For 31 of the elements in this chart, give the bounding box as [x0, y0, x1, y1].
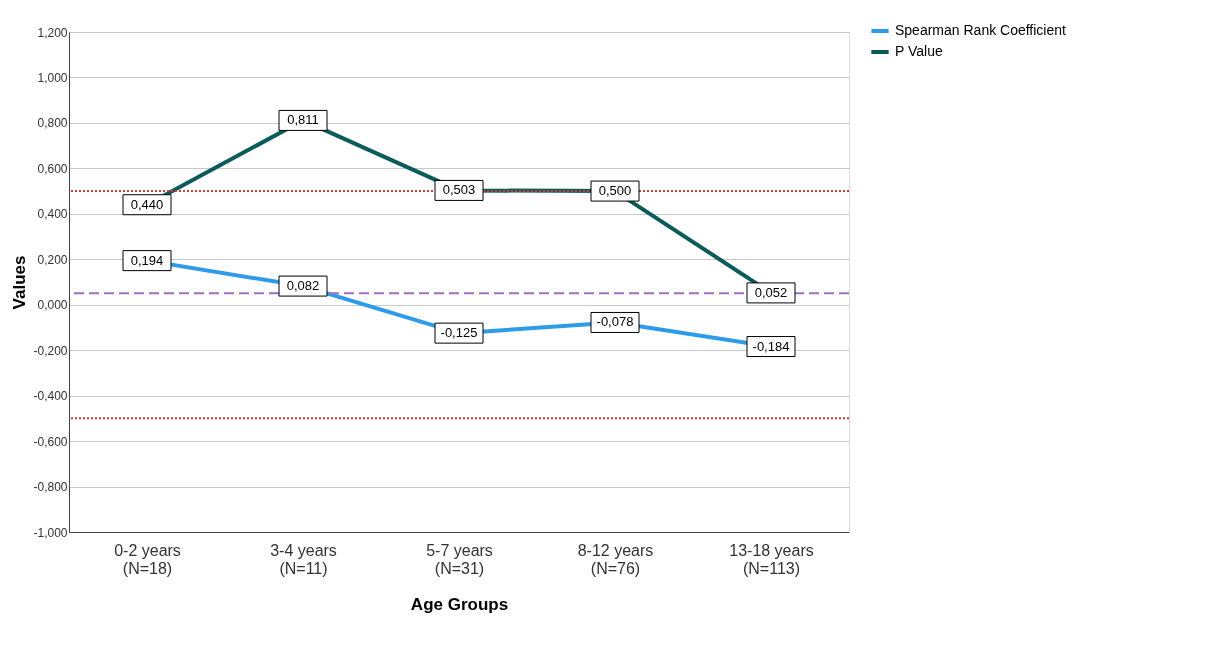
- x-tick-label: 5-7 years (N=31): [426, 541, 493, 577]
- x-tick-label: 0-2 years (N=18): [114, 541, 181, 577]
- y-axis-title: Values: [10, 255, 30, 310]
- legend-label: P Value: [895, 43, 943, 59]
- x-tick-label: 8-12 years (N=76): [577, 541, 654, 577]
- data-label: 0,052: [754, 284, 788, 300]
- data-label: -0,125: [440, 325, 478, 341]
- data-label: 0,500: [598, 183, 632, 199]
- data-label: 0,440: [130, 196, 164, 212]
- y-tick-label: 0,600: [37, 161, 68, 176]
- y-tick-label: -0,200: [33, 343, 68, 358]
- y-tick-label: 0,400: [37, 207, 68, 222]
- x-tick-label: 3-4 years (N=11): [270, 541, 337, 577]
- legend-label: Spearman Rank Coefficient: [895, 22, 1067, 38]
- data-label: 0,082: [286, 278, 320, 294]
- data-label: 0,503: [442, 182, 476, 198]
- y-tick-label: 0,200: [37, 252, 68, 267]
- x-axis-title: Age Groups: [410, 594, 509, 614]
- data-label: -0,184: [752, 338, 790, 354]
- x-tick-label: 13-18 years (N=113): [729, 541, 814, 577]
- y-tick-label: -0,400: [33, 389, 68, 404]
- y-tick-label: -0,600: [33, 434, 68, 449]
- y-tick-label: 0,000: [37, 298, 68, 313]
- y-tick-label: -0,800: [33, 480, 68, 495]
- data-label: -0,078: [596, 314, 634, 330]
- data-label: 0,811: [287, 112, 319, 128]
- data-label: 0,194: [130, 252, 164, 268]
- y-tick-label: 0,800: [37, 116, 68, 131]
- y-tick-label: -1,000: [33, 525, 68, 540]
- y-tick-label: 1,000: [37, 70, 68, 85]
- y-tick-label: 1,200: [37, 25, 68, 40]
